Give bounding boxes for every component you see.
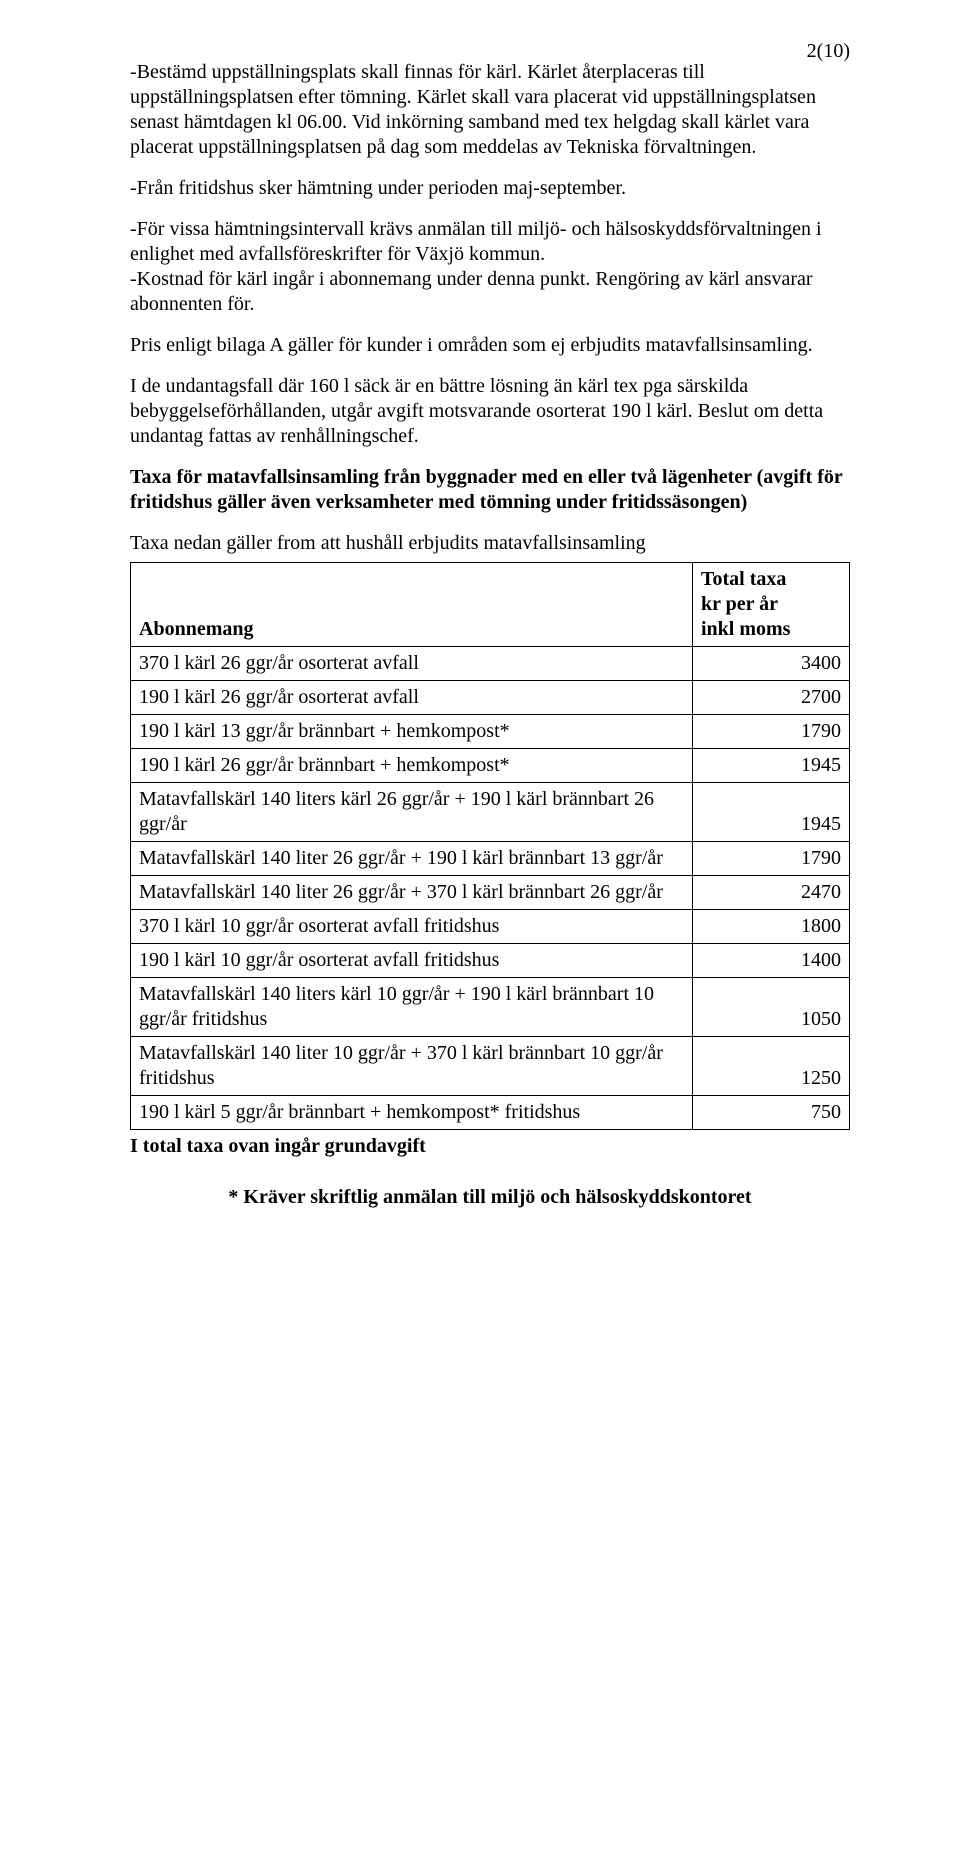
table-row: 190 l kärl 5 ggr/år brännbart + hemkompo… xyxy=(131,1096,850,1130)
header-col1-text: Abonnemang xyxy=(139,618,253,640)
row-value: 3400 xyxy=(693,647,850,681)
row-label: 190 l kärl 26 ggr/år brännbart + hemkomp… xyxy=(131,749,693,783)
paragraph-3: -För vissa hämtningsintervall krävs anmä… xyxy=(130,217,850,267)
row-label: Matavfallskärl 140 liters kärl 26 ggr/år… xyxy=(131,783,693,842)
row-label: Matavfallskärl 140 liter 26 ggr/år + 190… xyxy=(131,842,693,876)
row-value: 1400 xyxy=(693,944,850,978)
table-row: 370 l kärl 26 ggr/år osorterat avfall 34… xyxy=(131,647,850,681)
row-label: 190 l kärl 26 ggr/år osorterat avfall xyxy=(131,681,693,715)
table-row: Matavfallskärl 140 liters kärl 26 ggr/år… xyxy=(131,783,850,842)
row-value: 1945 xyxy=(693,783,850,842)
row-value: 1790 xyxy=(693,842,850,876)
row-value: 1050 xyxy=(693,978,850,1037)
heading-taxa: Taxa för matavfallsinsamling från byggna… xyxy=(130,465,850,515)
row-value: 1250 xyxy=(693,1037,850,1096)
after-table-note: I total taxa ovan ingår grundavgift xyxy=(130,1134,850,1159)
row-label: 190 l kärl 10 ggr/år osorterat avfall fr… xyxy=(131,944,693,978)
footnote: * Kräver skriftlig anmälan till miljö oc… xyxy=(130,1185,850,1210)
row-label: 370 l kärl 10 ggr/år osorterat avfall fr… xyxy=(131,910,693,944)
paragraph-1: -Bestämd uppställningsplats skall finnas… xyxy=(130,60,850,160)
row-label: Matavfallskärl 140 liter 26 ggr/år + 370… xyxy=(131,876,693,910)
table-row: 190 l kärl 26 ggr/år brännbart + hemkomp… xyxy=(131,749,850,783)
header-col2-line1: Total taxa xyxy=(701,568,786,590)
row-value: 2700 xyxy=(693,681,850,715)
table-row: Matavfallskärl 140 liter 26 ggr/år + 370… xyxy=(131,876,850,910)
row-label: Matavfallskärl 140 liters kärl 10 ggr/år… xyxy=(131,978,693,1037)
table-row: Matavfallskärl 140 liter 26 ggr/år + 190… xyxy=(131,842,850,876)
table-header-row: Abonnemang Total taxa kr per år inkl mom… xyxy=(131,563,850,647)
row-value: 1790 xyxy=(693,715,850,749)
table-body: 370 l kärl 26 ggr/år osorterat avfall 34… xyxy=(131,647,850,1130)
table-row: Matavfallskärl 140 liters kärl 10 ggr/år… xyxy=(131,978,850,1037)
table-header-total-taxa: Total taxa kr per år inkl moms xyxy=(693,563,850,647)
table-row: 190 l kärl 13 ggr/år brännbart + hemkomp… xyxy=(131,715,850,749)
row-value: 1800 xyxy=(693,910,850,944)
paragraph-6: I de undantagsfall där 160 l säck är en … xyxy=(130,374,850,449)
header-col2-line2: kr per år xyxy=(701,593,778,615)
paragraph-8: Taxa nedan gäller from att hushåll erbju… xyxy=(130,531,850,556)
row-label: 190 l kärl 5 ggr/år brännbart + hemkompo… xyxy=(131,1096,693,1130)
paragraph-5: Pris enligt bilaga A gäller för kunder i… xyxy=(130,333,850,358)
page: 2(10) -Bestämd uppställningsplats skall … xyxy=(0,0,960,1856)
table-row: Matavfallskärl 140 liter 10 ggr/år + 370… xyxy=(131,1037,850,1096)
pricing-table: Abonnemang Total taxa kr per år inkl mom… xyxy=(130,562,850,1130)
row-value: 1945 xyxy=(693,749,850,783)
row-value: 750 xyxy=(693,1096,850,1130)
table-row: 370 l kärl 10 ggr/år osorterat avfall fr… xyxy=(131,910,850,944)
paragraph-4: -Kostnad för kärl ingår i abonnemang und… xyxy=(130,267,850,317)
row-value: 2470 xyxy=(693,876,850,910)
row-label: Matavfallskärl 140 liter 10 ggr/år + 370… xyxy=(131,1037,693,1096)
table-row: 190 l kärl 10 ggr/år osorterat avfall fr… xyxy=(131,944,850,978)
body-text: -Bestämd uppställningsplats skall finnas… xyxy=(130,60,850,1210)
row-label: 370 l kärl 26 ggr/år osorterat avfall xyxy=(131,647,693,681)
table-row: 190 l kärl 26 ggr/år osorterat avfall 27… xyxy=(131,681,850,715)
row-label: 190 l kärl 13 ggr/år brännbart + hemkomp… xyxy=(131,715,693,749)
table-header-abonnemang: Abonnemang xyxy=(131,563,693,647)
header-col2-line3: inkl moms xyxy=(701,618,790,640)
paragraph-2: -Från fritidshus sker hämtning under per… xyxy=(130,176,850,201)
page-number: 2(10) xyxy=(807,40,850,63)
